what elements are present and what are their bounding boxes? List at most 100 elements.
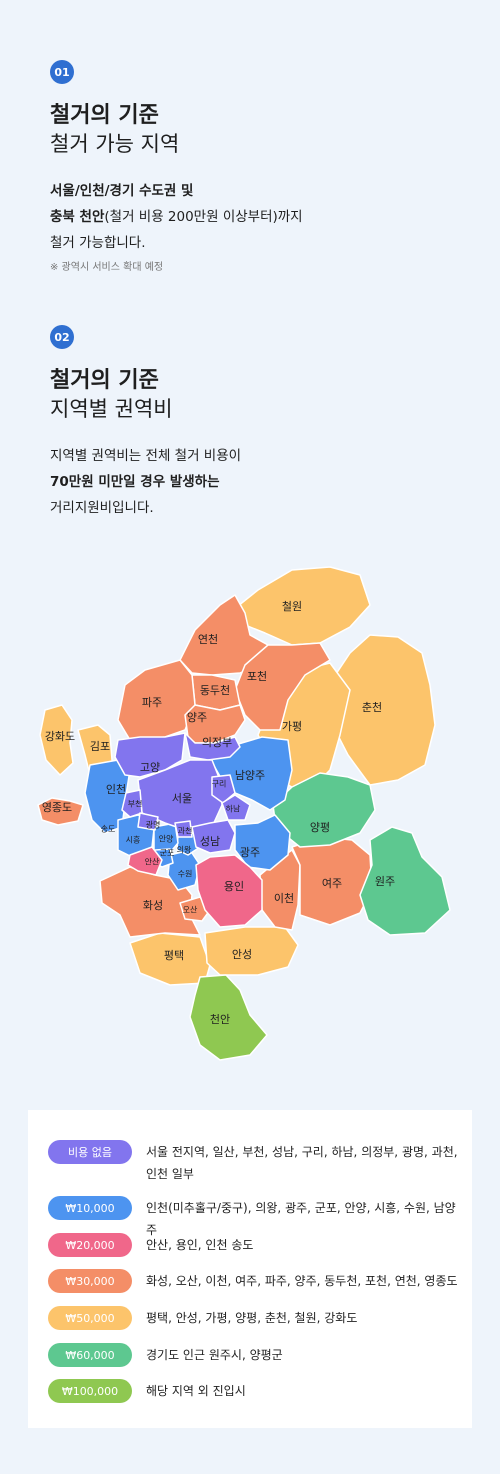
legend-row-free: 비용 없음 서울 전지역, 일산, 부천, 성남, 구리, 하남, 의정부, 광… xyxy=(48,1140,462,1185)
region-label: 고양 xyxy=(140,761,160,774)
region-gwangju xyxy=(234,814,291,871)
fee-regions: 서울 전지역, 일산, 부천, 성남, 구리, 하남, 의정부, 광명, 과천,… xyxy=(146,1145,458,1181)
region-label: 군포 xyxy=(160,849,175,858)
region-label: 춘천 xyxy=(362,700,382,714)
section-description: 서울/인천/경기 수도권 및 충북 천안(철거 비용 200만원 이상부터)까지… xyxy=(50,178,470,256)
region-label: 성남 xyxy=(200,835,220,848)
region-label: 과천 xyxy=(178,826,193,836)
region-ganghwa xyxy=(39,704,74,776)
fee-regions: 평택, 안성, 가평, 양평, 춘천, 철원, 강화도 xyxy=(146,1311,358,1325)
legend-row-50000: ₩50,000 평택, 안성, 가평, 양평, 춘천, 철원, 강화도 xyxy=(48,1306,462,1330)
fee-regions: 해당 지역 외 진입시 xyxy=(146,1384,246,1398)
region-seongnam xyxy=(191,819,236,854)
fee-regions: 인천(미추홀구/중구), 의왕, 광주, 군포, 안양, 시흥, 수원, 남양주 xyxy=(146,1201,456,1237)
region-yongin xyxy=(195,854,263,928)
region-label: 여주 xyxy=(322,877,342,890)
region-pocheon xyxy=(234,642,331,731)
section-regional-fee: 02 철거의 기준 지역별 권역비 지역별 권역비는 전체 철거 비용이 70만… xyxy=(50,325,470,521)
region-yeongjong xyxy=(37,797,84,826)
fee-badge: ₩60,000 xyxy=(48,1343,132,1367)
service-note: ※ 광역시 서비스 확대 예정 xyxy=(50,262,164,273)
region-label: 오산 xyxy=(183,905,198,915)
fee-badge: ₩20,000 xyxy=(48,1233,132,1257)
region-label: 서울 xyxy=(172,792,192,805)
fee-badge: ₩50,000 xyxy=(48,1306,132,1330)
region-goyang xyxy=(114,732,186,778)
region-anseong xyxy=(204,926,299,976)
fee-badge: ₩100,000 xyxy=(48,1379,132,1403)
region-label: 광명 xyxy=(146,820,161,830)
fee-legend: 비용 없음 서울 전지역, 일산, 부천, 성남, 구리, 하남, 의정부, 광… xyxy=(28,1110,472,1428)
region-gwacheon xyxy=(174,820,193,838)
section-subtitle: 철거 가능 지역 xyxy=(50,132,180,156)
region-label: 김포 xyxy=(90,740,110,753)
section-number-badge: 01 xyxy=(50,60,74,84)
section-subtitle: 지역별 권역비 xyxy=(50,397,173,421)
section-number-badge: 02 xyxy=(50,325,74,349)
region-label: 원주 xyxy=(375,875,395,888)
region-label: 파주 xyxy=(142,696,162,709)
region-label: 부천 xyxy=(128,799,143,809)
region-label: 포천 xyxy=(247,669,267,683)
fee-badge: 비용 없음 xyxy=(48,1140,132,1164)
region-label: 천안 xyxy=(210,1012,230,1026)
region-label: 송도 xyxy=(101,825,116,834)
fee-badge: ₩10,000 xyxy=(48,1196,132,1220)
region-label: 영종도 xyxy=(42,801,72,814)
description-line: 충북 천안(철거 비용 200만원 이상부터)까지 xyxy=(50,204,470,230)
description-line: 거리지원비입니다. xyxy=(50,500,154,516)
section-title: 철거의 기준 xyxy=(50,103,159,128)
region-hanam xyxy=(221,794,251,821)
region-bucheon xyxy=(121,789,143,818)
legend-row-20000: ₩20,000 안산, 용인, 인천 송도 xyxy=(48,1233,462,1257)
region-label: 광주 xyxy=(240,846,260,859)
region-wonju xyxy=(359,826,451,936)
region-label: 이천 xyxy=(274,891,294,905)
region-label: 하남 xyxy=(226,804,241,814)
region-label: 양주 xyxy=(187,711,207,724)
region-label: 수원 xyxy=(178,870,193,879)
region-label: 철원 xyxy=(282,600,302,613)
legend-row-100000: ₩100,000 해당 지역 외 진입시 xyxy=(48,1379,462,1403)
fee-badge: ₩30,000 xyxy=(48,1269,132,1293)
region-label: 시흥 xyxy=(126,835,141,845)
description-line: 서울/인천/경기 수도권 및 xyxy=(50,183,194,199)
region-chuncheon xyxy=(329,634,436,786)
region-label: 가평 xyxy=(282,720,302,733)
region-uijeongbu xyxy=(184,732,241,761)
region-label: 의왕 xyxy=(177,845,192,855)
region-label: 화성 xyxy=(143,899,163,912)
region-label: 인천 xyxy=(106,782,126,796)
region-label: 의정부 xyxy=(202,736,232,749)
region-label: 안산 xyxy=(145,857,160,867)
region-label: 강화도 xyxy=(45,730,75,743)
region-label: 안양 xyxy=(159,834,174,844)
legend-row-60000: ₩60,000 경기도 인근 원주시, 양평군 xyxy=(48,1343,462,1367)
region-label: 구리 xyxy=(212,780,227,789)
section-description: 지역별 권역비는 전체 철거 비용이 70만원 미만일 경우 발생하는 거리지원… xyxy=(50,443,470,521)
section-available-area: 01 철거의 기준 철거 가능 지역 서울/인천/경기 수도권 및 충북 천안(… xyxy=(50,60,470,273)
region-ansan xyxy=(127,846,163,876)
description-line: 70만원 미만일 경우 발생하는 xyxy=(50,474,220,490)
region-label: 연천 xyxy=(198,632,218,646)
description-text: (철거 비용 200만원 이상부터)까지 xyxy=(104,209,303,225)
region-cheorwon xyxy=(232,566,371,646)
region-label: 용인 xyxy=(224,880,244,893)
region-label: 양평 xyxy=(310,821,330,834)
description-emphasis: 충북 천안 xyxy=(50,209,105,225)
legend-row-10000: ₩10,000 인천(미추홀구/중구), 의왕, 광주, 군포, 안양, 시흥,… xyxy=(48,1196,462,1241)
region-label: 안성 xyxy=(232,948,252,961)
fee-regions: 경기도 인근 원주시, 양평군 xyxy=(146,1348,283,1362)
region-gwangmyeong xyxy=(137,812,159,831)
fee-regions: 화성, 오산, 이천, 여주, 파주, 양주, 동두천, 포천, 연천, 영종도 xyxy=(146,1274,458,1288)
region-cheonan xyxy=(189,974,268,1061)
legend-row-30000: ₩30,000 화성, 오산, 이천, 여주, 파주, 양주, 동두천, 포천,… xyxy=(48,1269,462,1293)
description-line: 철거 가능합니다. xyxy=(50,235,146,251)
region-label: 동두천 xyxy=(200,683,230,697)
section-title: 철거의 기준 xyxy=(50,368,159,393)
description-line: 지역별 권역비는 전체 철거 비용이 xyxy=(50,448,242,464)
region-label: 평택 xyxy=(164,949,184,962)
region-label: 남양주 xyxy=(235,769,265,782)
fee-regions: 안산, 용인, 인천 송도 xyxy=(146,1238,254,1252)
